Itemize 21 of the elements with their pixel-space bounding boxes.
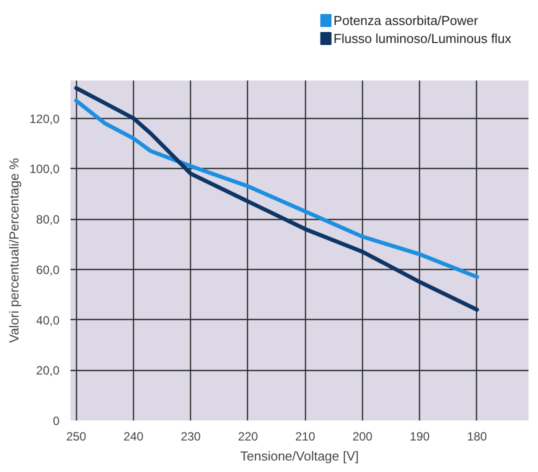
y-axis-title: Valori percentuali/Percentage % <box>6 158 22 343</box>
x-tick-label: 210 <box>295 430 316 444</box>
y-tick-label: 40,0 <box>36 313 60 328</box>
x-tick-label: 230 <box>180 430 202 444</box>
legend-label: Flusso luminoso/Luminous flux <box>334 31 512 46</box>
y-tick-label: 20,0 <box>36 364 60 378</box>
y-tick-label: 100,0 <box>29 162 60 176</box>
x-tick-label: 250 <box>66 430 87 444</box>
x-tick-label: 180 <box>466 430 488 444</box>
legend-label: Potenza assorbita/Power <box>334 13 479 28</box>
y-tick-label: 60,0 <box>36 262 60 277</box>
x-tick-label: 240 <box>123 430 144 444</box>
line-series <box>74 98 479 279</box>
line-series <box>74 86 479 312</box>
x-tick-label: 200 <box>352 430 373 444</box>
y-tick-label: 120,0 <box>29 112 60 126</box>
x-tick-label: 190 <box>410 430 430 444</box>
y-tick-label: 80,0 <box>36 212 60 227</box>
x-tick-label: 220 <box>238 430 258 444</box>
x-axis-title: Tensione/Voltage [V] <box>240 448 359 464</box>
y-tick-label: 0 <box>52 414 60 428</box>
